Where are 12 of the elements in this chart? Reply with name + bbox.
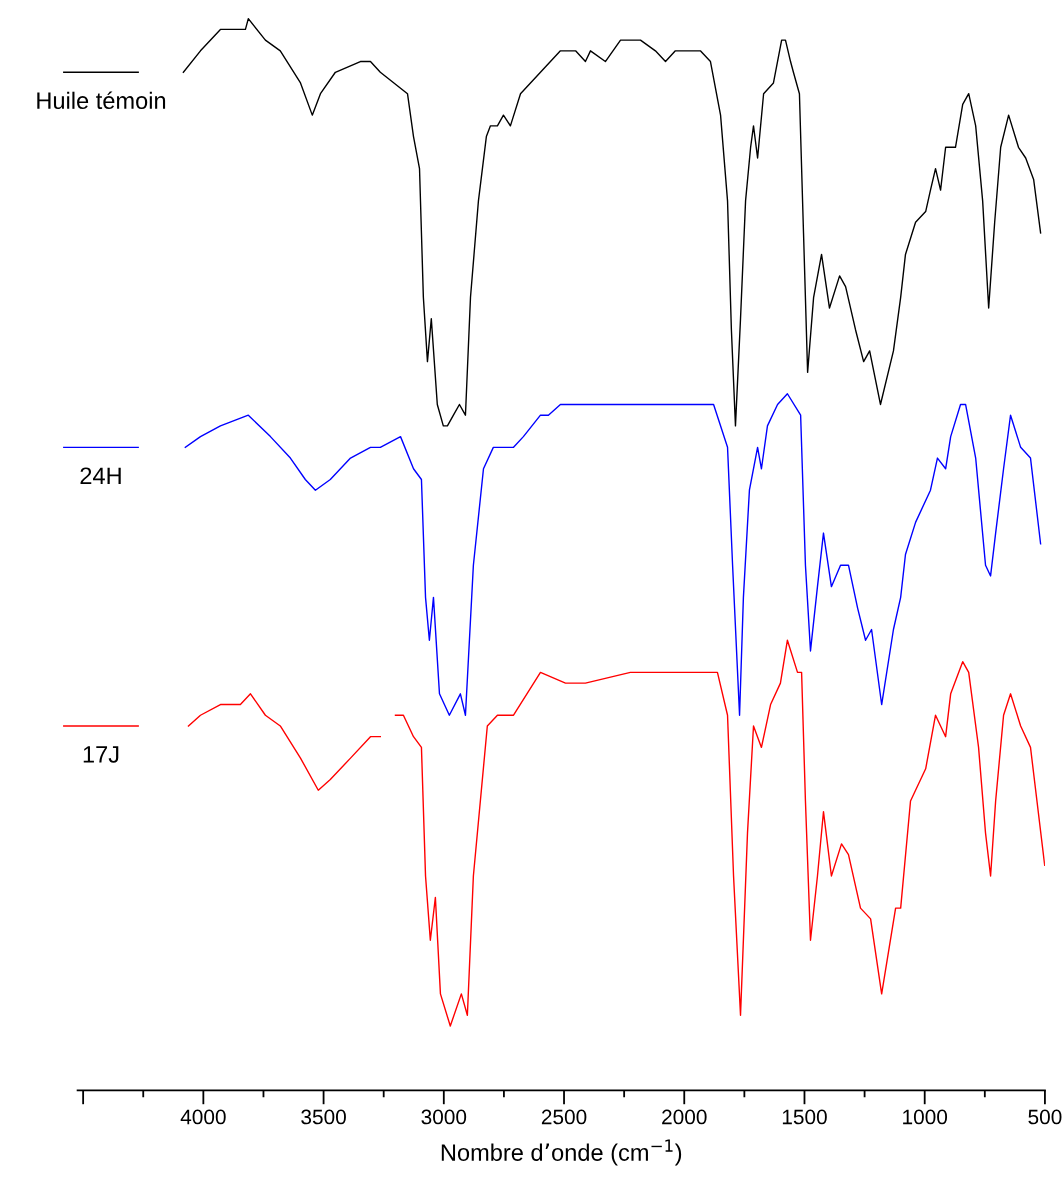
x-tick-label: 3500 xyxy=(301,1109,346,1125)
x-tick-label: 3000 xyxy=(421,1109,467,1125)
legend-label: Huile témoin xyxy=(37,91,166,110)
x-axis-title: Nombre d’onde (cm$^{−1}$) xyxy=(441,1139,682,1166)
x-tick-label: 2000 xyxy=(662,1109,707,1125)
x-tick-label: 500 xyxy=(1028,1109,1062,1125)
legend-label: 17J xyxy=(83,746,119,763)
legend-label: 24H xyxy=(80,467,121,484)
x-tick-label: 2500 xyxy=(541,1109,587,1125)
x-tick-label: 1000 xyxy=(903,1109,948,1125)
x-tick-label: 1500 xyxy=(782,1109,827,1125)
x-tick-label: 4000 xyxy=(180,1109,226,1125)
